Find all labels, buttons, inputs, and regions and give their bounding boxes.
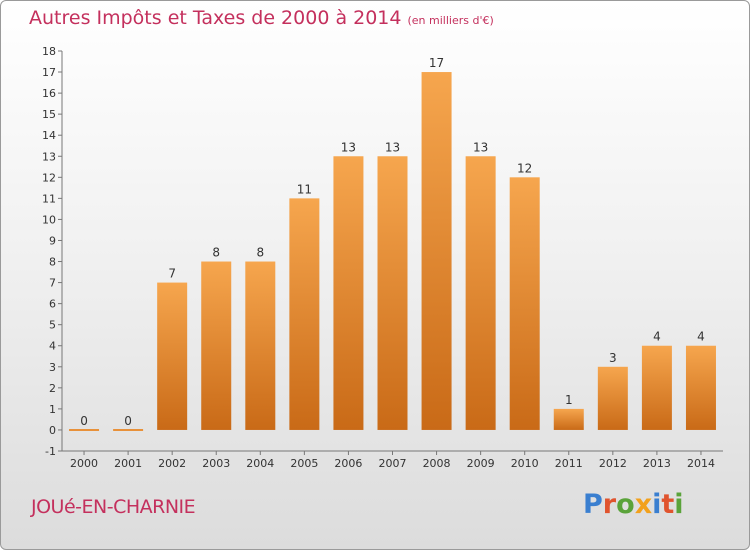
chart-unit: (en milliers d'€) — [407, 14, 494, 27]
x-tick-label: 2013 — [643, 457, 671, 470]
y-tick-label: 5 — [49, 319, 56, 332]
x-tick-label: 2011 — [555, 457, 583, 470]
x-tick-label: 2010 — [511, 457, 539, 470]
bar-value-label: 13 — [341, 140, 356, 154]
bar-value-label: 8 — [256, 246, 264, 260]
town-name: JOUé-EN-CHARNIE — [31, 496, 196, 518]
bar-value-label: 0 — [80, 414, 88, 428]
logo-letter: r — [602, 489, 617, 520]
y-tick-label: 17 — [42, 66, 56, 79]
bar-value-label: 1 — [565, 393, 573, 407]
x-tick-label: 2000 — [70, 457, 98, 470]
bar — [509, 177, 540, 430]
x-tick-label: 2005 — [290, 457, 318, 470]
y-tick-label: 14 — [42, 129, 56, 142]
y-tick-label: 1 — [49, 403, 56, 416]
y-tick-label: 16 — [42, 87, 56, 100]
bar — [289, 198, 320, 430]
logo-letter: x — [634, 489, 653, 520]
chart-title-text: Autres Impôts et Taxes de 2000 à 2014 — [29, 7, 402, 29]
x-tick-label: 2012 — [599, 457, 627, 470]
x-tick-label: 2002 — [158, 457, 186, 470]
bar — [421, 72, 452, 430]
proxiti-logo: Proxiti — [583, 489, 684, 520]
bar-value-label: 13 — [473, 140, 488, 154]
bar-value-label: 4 — [697, 330, 705, 344]
y-tick-label: 15 — [42, 108, 56, 121]
y-tick-label: 6 — [49, 298, 56, 311]
bar — [157, 282, 188, 430]
bar-value-label: 17 — [429, 56, 444, 70]
bar-value-label: 11 — [297, 182, 312, 196]
bar-value-label: 3 — [609, 351, 617, 365]
bar — [201, 261, 232, 430]
x-tick-label: 2004 — [246, 457, 274, 470]
x-tick-label: 2014 — [687, 457, 715, 470]
bar-value-label: 12 — [517, 161, 532, 175]
x-tick-label: 2003 — [202, 457, 230, 470]
chart-title: Autres Impôts et Taxes de 2000 à 2014 (en… — [29, 7, 494, 29]
bar — [377, 156, 408, 430]
y-tick-label: 8 — [49, 256, 56, 269]
logo-letter: o — [616, 489, 635, 520]
y-tick-label: 4 — [49, 340, 56, 353]
bar — [245, 261, 276, 430]
y-tick-label: 18 — [42, 45, 56, 58]
x-tick-label: 2006 — [334, 457, 362, 470]
bar-value-label: 0 — [124, 414, 132, 428]
x-tick-label: 2001 — [114, 457, 142, 470]
bar — [465, 156, 496, 430]
bar-value-label: 4 — [653, 330, 661, 344]
bar — [553, 408, 584, 430]
y-tick-label: 2 — [49, 382, 56, 395]
y-tick-label: 0 — [49, 424, 56, 437]
x-tick-label: 2007 — [379, 457, 407, 470]
bar-value-label: 13 — [385, 140, 400, 154]
bar-value-label: 7 — [168, 267, 176, 281]
y-tick-label: 7 — [49, 277, 56, 290]
logo-letter: P — [583, 489, 603, 520]
y-tick-label: 13 — [42, 150, 56, 163]
x-tick-label: 2009 — [467, 457, 495, 470]
bar — [685, 345, 716, 430]
y-tick-label: 9 — [49, 234, 56, 247]
y-tick-label: 12 — [42, 171, 56, 184]
y-tick-label: -1 — [45, 445, 56, 458]
bar — [597, 366, 628, 430]
logo-letter: t — [661, 489, 675, 520]
y-tick-label: 3 — [49, 361, 56, 374]
bar-value-label: 8 — [212, 246, 220, 260]
y-tick-label: 10 — [42, 213, 56, 226]
bar — [333, 156, 364, 430]
logo-letter: i — [652, 489, 662, 520]
y-tick-label: 11 — [42, 192, 56, 205]
logo-letter: i — [674, 489, 684, 520]
bar — [641, 345, 672, 430]
x-tick-label: 2008 — [423, 457, 451, 470]
